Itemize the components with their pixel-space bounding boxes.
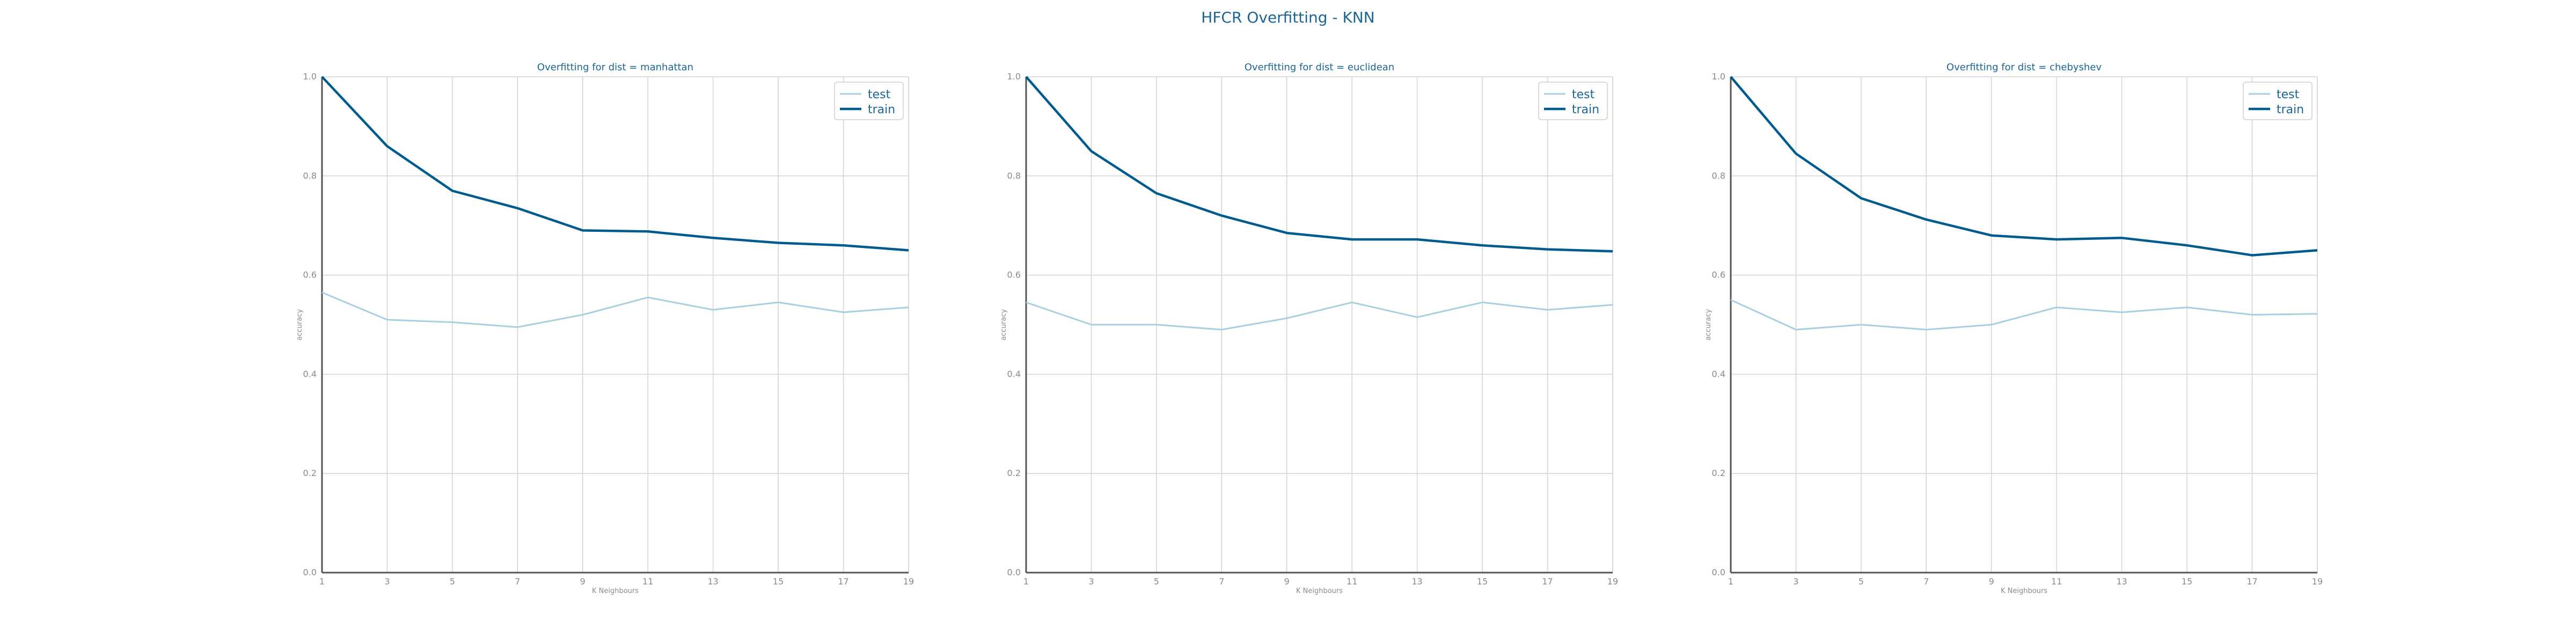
x-tick-label: 11 (2051, 576, 2062, 587)
x-tick-label: 13 (707, 576, 718, 587)
y-tick-label: 1.0 (303, 71, 317, 82)
x-tick-label: 9 (1989, 576, 1994, 587)
y-tick-label: 0.0 (1007, 567, 1021, 577)
x-tick-label: 15 (2182, 576, 2192, 587)
legend: test train (834, 82, 904, 120)
y-tick-label: 0.2 (1007, 468, 1021, 478)
chart-panels: 1 3 5 7 9 11 13 15 17 190.00.20.40.60.81.0Overfit… (296, 62, 2323, 595)
x-tick-label: 9 (580, 576, 586, 587)
x-tick-label: 1 (1023, 576, 1029, 587)
x-axis-label: K Neighbours (2001, 587, 2047, 595)
series-line-train (1730, 76, 2318, 257)
y-tick-label: 0.8 (1712, 171, 1725, 181)
y-tick-label: 0.0 (303, 567, 317, 577)
y-tick-label: 0.6 (303, 270, 317, 280)
x-tick-label: 11 (642, 576, 653, 587)
plot-area (322, 77, 909, 573)
y-tick-label: 0.4 (1712, 369, 1725, 379)
x-axis-label: K Neighbours (592, 587, 639, 595)
y-tick-label: 1.0 (1007, 71, 1021, 82)
y-tick-label: 1.0 (1712, 71, 1725, 82)
x-tick-label: 1 (1728, 576, 1733, 587)
panel-title: Overfitting for dist = euclidean (1245, 62, 1394, 73)
x-tick-label: 19 (2312, 576, 2323, 587)
y-tick-label: 0.2 (1712, 468, 1725, 478)
y-axis-label: accuracy (1000, 309, 1008, 340)
x-tick-label: 19 (1607, 576, 1618, 587)
series-line-test (1026, 301, 1613, 331)
legend-label-train: train (868, 103, 895, 116)
panel-title: Overfitting for dist = manhattan (537, 62, 693, 73)
x-tick-label: 9 (1284, 576, 1290, 587)
series-line-test (1730, 299, 2318, 331)
x-tick-label: 11 (1346, 576, 1357, 587)
x-tick-label: 13 (1411, 576, 1422, 587)
panel-title: Overfitting for dist = chebyshev (1946, 62, 2102, 73)
x-tick-label: 3 (1793, 576, 1798, 587)
series-line-train (1025, 76, 1613, 253)
series-line-test (321, 291, 909, 328)
legend-label-test: test (1572, 88, 1595, 101)
legend: test train (2243, 82, 2312, 120)
y-axis-label: accuracy (296, 309, 304, 340)
x-tick-label: 7 (515, 576, 520, 587)
legend-label-test: test (868, 88, 891, 101)
figure-title: HFCR Overfitting - KNN (1201, 9, 1374, 26)
x-tick-label: 3 (384, 576, 390, 587)
y-tick-label: 0.6 (1712, 270, 1725, 280)
x-axis-label: K Neighbours (1296, 587, 1343, 595)
x-tick-label: 17 (838, 576, 848, 587)
x-tick-label: 17 (1542, 576, 1553, 587)
y-tick-label: 0.8 (303, 171, 317, 181)
legend-box (1538, 82, 1608, 120)
y-axis-label: accuracy (1704, 309, 1713, 340)
legend-label-train: train (1572, 103, 1599, 116)
x-tick-label: 13 (2116, 576, 2127, 587)
legend-box (2243, 82, 2312, 120)
legend-box (834, 82, 904, 120)
x-tick-label: 3 (1088, 576, 1094, 587)
x-tick-label: 15 (1477, 576, 1488, 587)
series-line-train (321, 76, 909, 252)
y-tick-label: 0.4 (1007, 369, 1021, 379)
y-tick-label: 0.2 (303, 468, 317, 478)
y-tick-label: 0.4 (303, 369, 317, 379)
y-tick-label: 0.0 (1712, 567, 1725, 577)
y-tick-label: 0.6 (1007, 270, 1021, 280)
x-tick-label: 17 (2246, 576, 2257, 587)
chart-panel-3: 1 3 5 7 9 11 13 15 17 190.00.20.40.60.81.0Overfit… (1704, 62, 2323, 595)
x-tick-label: 19 (903, 576, 914, 587)
x-tick-label: 15 (773, 576, 784, 587)
x-tick-label: 7 (1923, 576, 1929, 587)
plot-area (1731, 77, 2317, 573)
x-tick-label: 1 (319, 576, 325, 587)
x-tick-label: 7 (1219, 576, 1224, 587)
legend-label-test: test (2277, 88, 2300, 101)
legend: test train (1538, 82, 1608, 120)
y-tick-label: 0.8 (1007, 171, 1021, 181)
x-tick-label: 5 (450, 576, 455, 587)
x-tick-label: 5 (1858, 576, 1864, 587)
x-tick-label: 5 (1154, 576, 1159, 587)
chart-panel-1: 1 3 5 7 9 11 13 15 17 190.00.20.40.60.81.0Overfit… (296, 62, 914, 595)
legend-label-train: train (2277, 103, 2304, 116)
chart-panel-2: 1 3 5 7 9 11 13 15 17 190.00.20.40.60.81.0Overfit… (1000, 62, 1618, 595)
